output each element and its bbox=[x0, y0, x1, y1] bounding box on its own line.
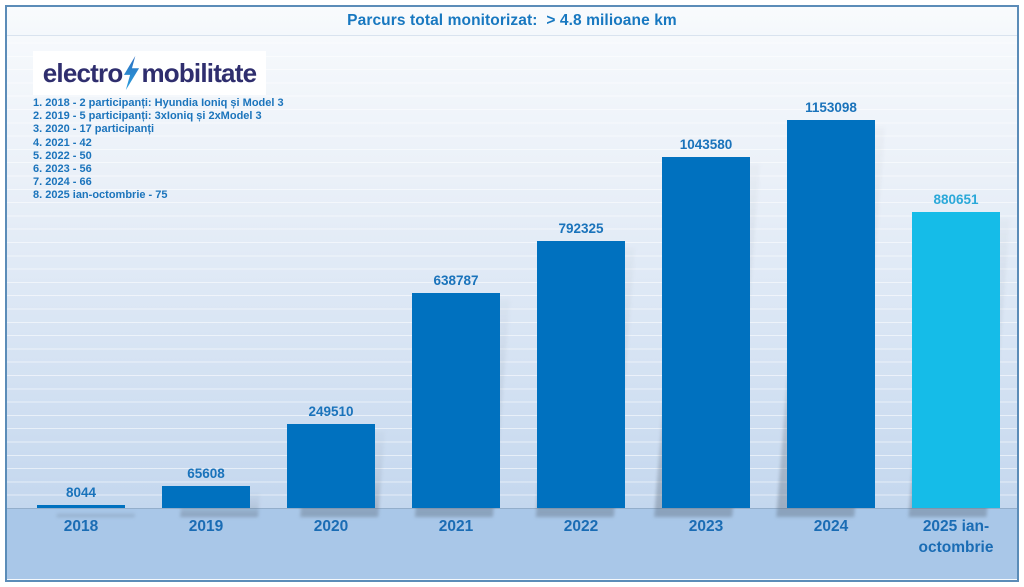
note-line: 4. 2021 - 42 bbox=[33, 136, 92, 149]
bar-2021 bbox=[412, 293, 500, 508]
note-line: 6. 2023 - 56 bbox=[33, 163, 92, 176]
x-label-2023: 2023 bbox=[688, 518, 724, 535]
bar-2018 bbox=[37, 505, 125, 508]
x-label-2019: 2019 bbox=[188, 518, 224, 535]
bar-2023 bbox=[662, 157, 750, 508]
chart-title: Parcurs total monitorizat: > 4.8 milioan… bbox=[347, 12, 677, 29]
x-label-2022: 2022 bbox=[563, 518, 599, 535]
logo: electro mobilitate bbox=[33, 51, 266, 95]
x-axis-band: 2018 2019 2020 2021 2022 2023 2024 2025 ian-oct… bbox=[7, 508, 1017, 579]
x-label-2020: 2020 bbox=[313, 518, 349, 535]
logo-text-mobilitate: mobilitate bbox=[141, 57, 257, 88]
bar-value-2025-ian-octombrie: 880651 bbox=[933, 192, 979, 207]
bar-value-2023: 1043580 bbox=[679, 137, 733, 152]
note-line: 7. 2024 - 66 bbox=[33, 176, 92, 189]
bar-value-2018: 8044 bbox=[65, 485, 97, 500]
bar-value-2020: 249510 bbox=[308, 404, 354, 419]
note-line: 8. 2025 ian-octombrie - 75 bbox=[33, 189, 168, 202]
title-band: Parcurs total monitorizat: > 4.8 milioan… bbox=[7, 7, 1017, 36]
logo-text-electro: electro bbox=[42, 57, 123, 88]
note-line: 2. 2019 - 5 participanți: 3xIoniq și 2xM… bbox=[33, 110, 262, 123]
x-label-2021: 2021 bbox=[438, 518, 474, 535]
bar-value-2021: 638787 bbox=[433, 273, 479, 288]
bar-2024 bbox=[787, 120, 875, 508]
chart-frame: Parcurs total monitorizat: > 4.8 milioan… bbox=[5, 5, 1019, 582]
note-line: 3. 2020 - 17 participanți bbox=[33, 123, 155, 136]
note-line: 5. 2022 - 50 bbox=[33, 149, 92, 162]
bar-2025-ian-octombrie bbox=[912, 212, 1000, 508]
bar-value-2019: 65608 bbox=[187, 466, 225, 481]
x-label-2025-ian-octombrie: 2025 ian-octombrie bbox=[918, 518, 994, 556]
bar-2022 bbox=[537, 241, 625, 508]
participants-notes: 1. 2018 - 2 participanți: Hyundia Ioniq … bbox=[33, 97, 284, 203]
bar-shadow-2018 bbox=[56, 512, 135, 517]
bar-value-2024: 1153098 bbox=[805, 100, 857, 115]
lightning-bolt-icon bbox=[124, 56, 140, 90]
bar-2019 bbox=[162, 486, 250, 508]
bar-value-2022: 792325 bbox=[558, 221, 604, 236]
x-label-2024: 2024 bbox=[813, 518, 849, 535]
note-line: 1. 2018 - 2 participanți: Hyundia Ioniq … bbox=[33, 97, 284, 109]
x-label-2018: 2018 bbox=[63, 518, 99, 535]
bar-2020 bbox=[287, 424, 375, 508]
plot-area: electro mobilitate 1. 2018 - 2 participa… bbox=[7, 36, 1017, 517]
